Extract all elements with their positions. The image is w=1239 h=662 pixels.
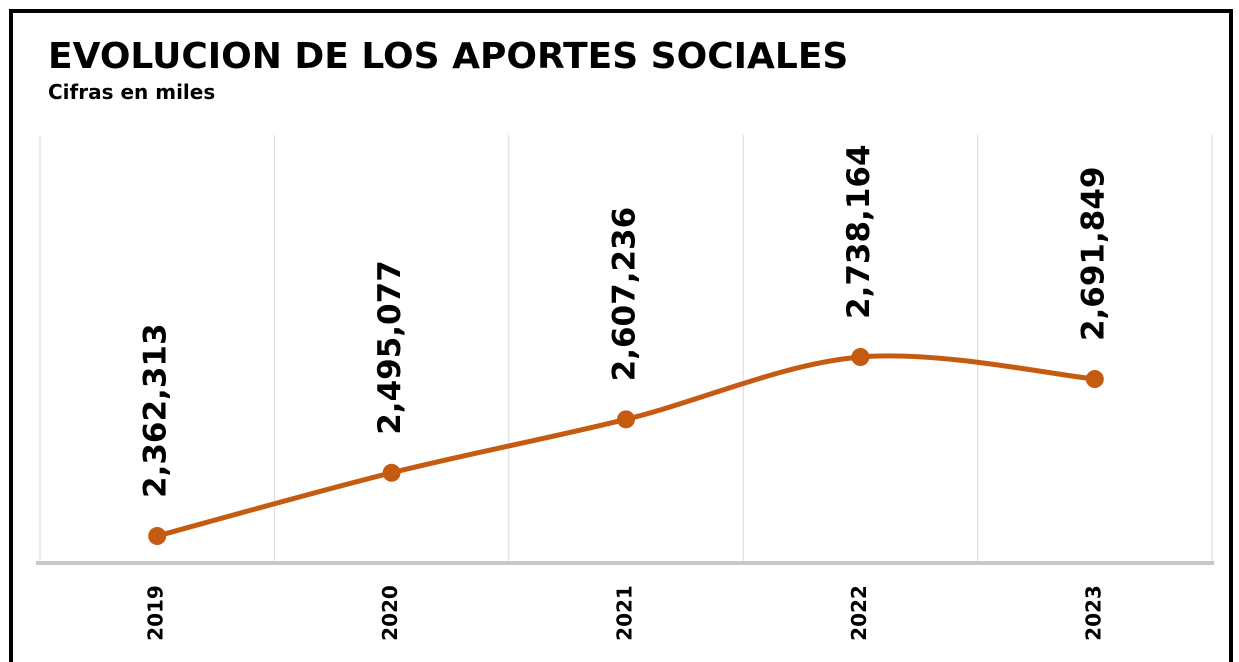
marker <box>1085 370 1104 389</box>
data-label: 2,738,164 <box>841 144 877 319</box>
marker <box>851 348 870 366</box>
data-label: 2,495,077 <box>372 260 408 435</box>
data-label: 2,362,313 <box>138 323 174 498</box>
chart-title: EVOLUCION DE LOS APORTES SOCIALES <box>48 36 848 77</box>
x-tick-label: 2023 <box>1081 585 1105 641</box>
x-tick-label: 2020 <box>378 585 402 641</box>
frame <box>9 9 1233 662</box>
marker <box>148 527 167 545</box>
x-tick-label: 2021 <box>613 585 637 641</box>
marker <box>617 410 635 429</box>
data-label: 2,607,236 <box>607 207 643 382</box>
x-tick-label: 2019 <box>144 585 168 641</box>
chart-subtitle: Cifras en miles <box>48 80 215 104</box>
x-tick-label: 2022 <box>847 585 871 641</box>
marker <box>382 463 401 482</box>
data-label: 2,691,849 <box>1075 167 1111 342</box>
